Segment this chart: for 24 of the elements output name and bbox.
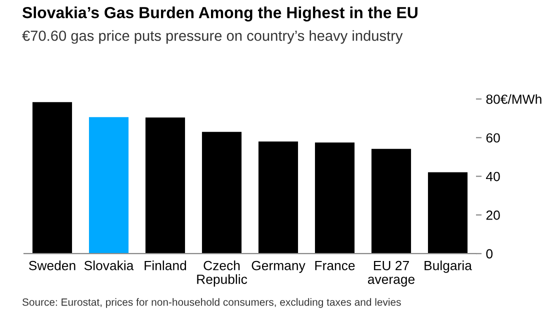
y-tick-label: 80€/MWh <box>486 94 542 104</box>
bar <box>32 102 72 254</box>
chart-title: Slovakia’s Gas Burden Among the Highest in the EU <box>22 6 418 22</box>
bar <box>314 142 355 254</box>
bar <box>428 172 468 254</box>
x-tick-label: Germany <box>252 260 306 273</box>
y-tick-label: 0 <box>486 249 493 259</box>
x-tick-label: Sweden <box>29 260 76 270</box>
bar <box>202 132 242 254</box>
bar <box>88 117 129 254</box>
source-note: Source: Eurostat, prices for non-household consumers, excluding taxes and levies <box>22 298 401 308</box>
bar <box>145 118 186 254</box>
bar <box>371 148 412 254</box>
y-tick-label: 20 <box>486 210 500 220</box>
bar <box>258 142 298 254</box>
x-tick-label: EU 27 average <box>368 260 415 287</box>
x-tick-label: Czech Republic <box>197 260 248 287</box>
x-tick-label: France <box>315 261 355 270</box>
x-tick-label: Finland <box>144 260 186 270</box>
y-tick-label: 60 <box>486 133 500 143</box>
chart-subtitle: €70.60 gas price puts pressure on country’s heavy industry <box>22 30 403 44</box>
x-tick-label: Bulgaria <box>424 260 472 273</box>
x-tick-label: Slovakia <box>84 260 134 270</box>
y-tick-label: 40 <box>486 172 500 182</box>
